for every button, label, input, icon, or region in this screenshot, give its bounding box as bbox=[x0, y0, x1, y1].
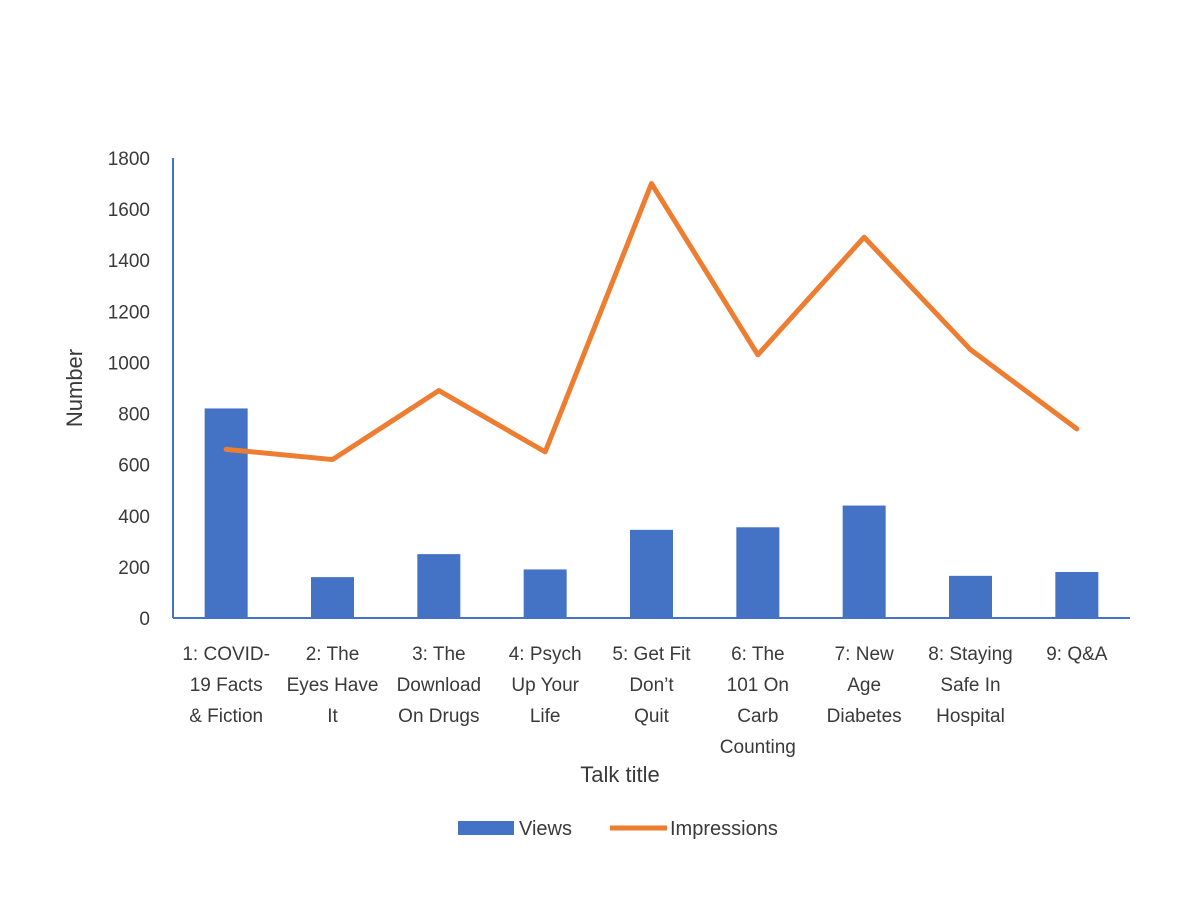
legend: Views Impressions bbox=[458, 818, 778, 840]
views-bar bbox=[1055, 572, 1099, 618]
x-tick-label: 5: Get Fit Don’t Quit bbox=[612, 644, 691, 727]
x-tick-label-line: Carb bbox=[737, 706, 778, 727]
views-bars bbox=[204, 408, 1099, 618]
x-tick-label-line: 101 On bbox=[727, 675, 789, 696]
x-tick-label: 8: Staying Safe In Hospital bbox=[928, 644, 1013, 727]
legend-label-impressions: Impressions bbox=[670, 818, 778, 840]
x-tick-label-line: 2: The bbox=[306, 644, 360, 665]
x-tick-label-line: Diabetes bbox=[827, 706, 902, 727]
x-axis-category-labels: 1: COVID- 19 Facts & Fiction 2: The Eyes Hav… bbox=[182, 644, 1107, 758]
views-bar bbox=[417, 554, 461, 618]
x-tick-label-line: Age bbox=[847, 675, 881, 696]
y-tick-label: 0 bbox=[139, 609, 150, 630]
x-tick-label: 9: Q&A bbox=[1046, 644, 1108, 665]
legend-label-views: Views bbox=[519, 818, 572, 840]
y-tick-label: 1200 bbox=[108, 302, 150, 323]
x-tick-label: 7: New Age Diabetes bbox=[827, 644, 902, 727]
impressions-line-series bbox=[223, 181, 1080, 463]
x-tick-label-line: 5: Get Fit bbox=[612, 644, 691, 665]
x-tick-label-line: Don’t bbox=[629, 675, 674, 696]
y-tick-label: 1600 bbox=[108, 200, 150, 221]
legend-swatch-views bbox=[458, 821, 514, 835]
x-tick-label-line: 1: COVID- bbox=[182, 644, 270, 665]
x-tick-label-line: & Fiction bbox=[189, 706, 263, 727]
x-tick-label-line: Hospital bbox=[936, 706, 1005, 727]
x-tick-label-line: 8: Staying bbox=[928, 644, 1013, 665]
impressions-line bbox=[223, 181, 1080, 463]
x-tick-label-line: 4: Psych bbox=[509, 644, 582, 665]
x-tick-label-line: Safe In bbox=[940, 675, 1000, 696]
x-tick-label-line: Eyes Have bbox=[287, 675, 379, 696]
views-bar bbox=[736, 527, 780, 618]
x-tick-label-line: 6: The bbox=[731, 644, 785, 665]
y-tick-label: 800 bbox=[118, 405, 150, 426]
x-tick-label-line: Life bbox=[530, 706, 561, 727]
y-axis-title: Number bbox=[62, 349, 87, 427]
x-tick-label-line: 7: New bbox=[835, 644, 894, 665]
x-tick-label-line: Up Your bbox=[511, 675, 579, 696]
x-tick-label-line: It bbox=[327, 706, 338, 727]
y-tick-label: 1000 bbox=[108, 353, 150, 374]
x-tick-label-line: Counting bbox=[720, 737, 796, 758]
x-tick-label-line: 19 Facts bbox=[190, 675, 263, 696]
x-axis-title: Talk title bbox=[580, 762, 659, 787]
x-tick-label: 3: The Download On Drugs bbox=[397, 644, 482, 727]
y-axis-ticks: 0 200 400 600 800 1000 1200 1400 1600 1800 bbox=[108, 149, 150, 630]
y-tick-label: 400 bbox=[118, 507, 150, 528]
views-bar bbox=[523, 569, 567, 618]
views-bar bbox=[204, 408, 248, 618]
x-tick-label-line: On Drugs bbox=[398, 706, 479, 727]
y-tick-label: 1400 bbox=[108, 251, 150, 272]
x-tick-label: 6: The 101 On Carb Counting bbox=[720, 644, 796, 758]
views-bar bbox=[842, 505, 886, 618]
y-tick-label: 1800 bbox=[108, 149, 150, 170]
x-tick-label-line: Quit bbox=[634, 706, 670, 727]
x-tick-label-line: 3: The bbox=[412, 644, 466, 665]
x-tick-label: 4: Psych Up Your Life bbox=[509, 644, 582, 727]
y-tick-label: 600 bbox=[118, 456, 150, 477]
y-tick-label: 200 bbox=[118, 558, 150, 579]
views-bar bbox=[311, 577, 354, 618]
x-tick-label-line: Download bbox=[397, 675, 482, 696]
views-bar bbox=[630, 529, 673, 618]
x-tick-label: 1: COVID- 19 Facts & Fiction bbox=[182, 644, 270, 727]
x-tick-label-line: 9: Q&A bbox=[1046, 644, 1108, 665]
views-bar bbox=[949, 575, 992, 618]
x-tick-label: 2: The Eyes Have It bbox=[287, 644, 379, 727]
